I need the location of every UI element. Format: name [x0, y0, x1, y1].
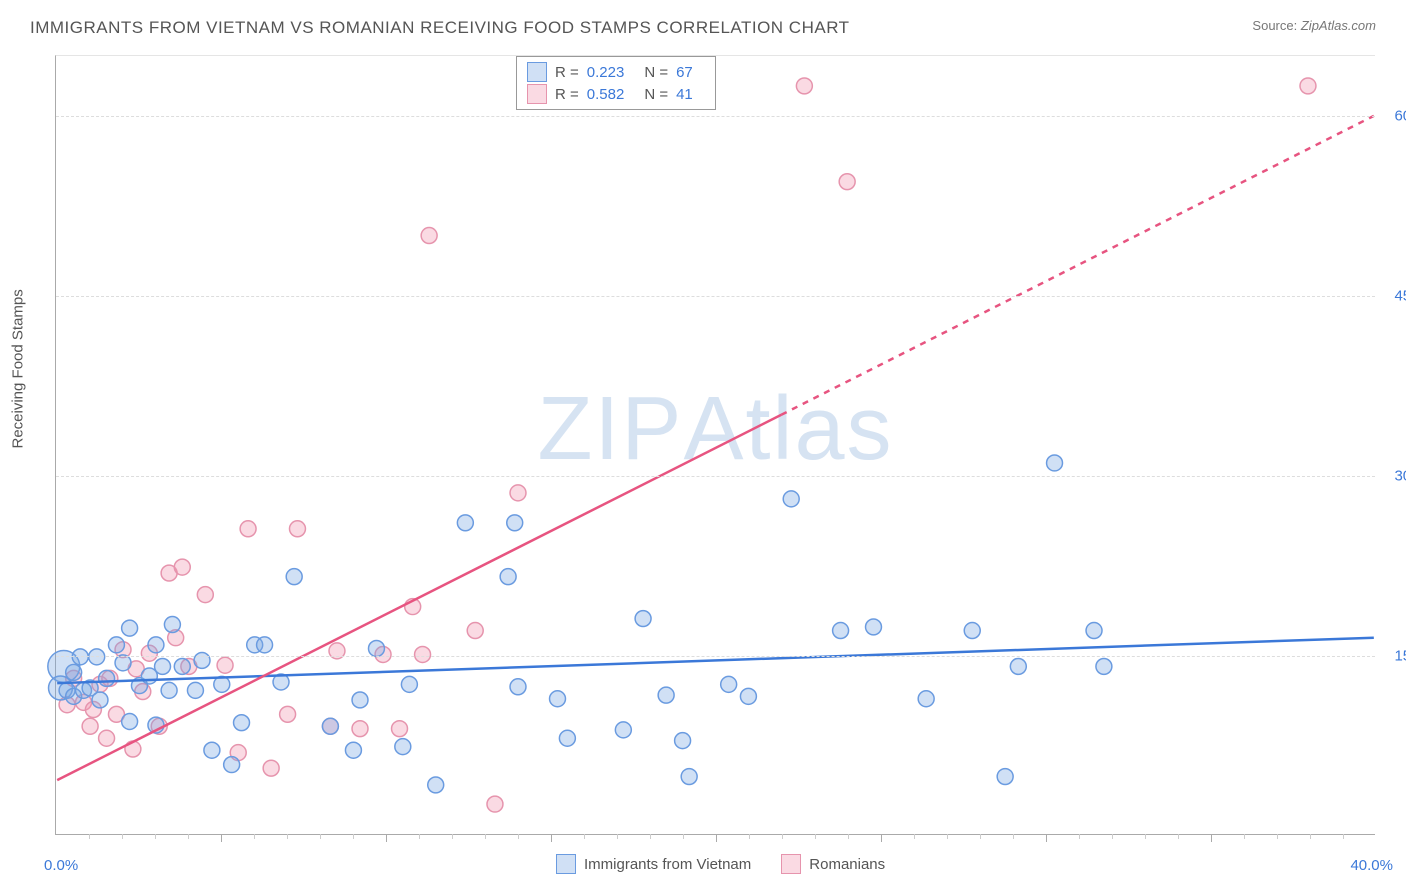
x-tick: [1046, 834, 1047, 842]
x-tick-minor: [1343, 834, 1344, 839]
x-tick-minor: [1013, 834, 1014, 839]
x-tick-minor: [1178, 834, 1179, 839]
legend-row-series-2: R = 0.582 N = 41: [527, 84, 705, 104]
chart-title: IMMIGRANTS FROM VIETNAM VS ROMANIAN RECE…: [30, 18, 850, 38]
x-tick-minor: [848, 834, 849, 839]
plot-area: ZIPAtlas R = 0.223 N = 67 R = 0.582 N = …: [55, 55, 1375, 835]
n-value-2: 41: [676, 86, 693, 103]
x-tick-minor: [1277, 834, 1278, 839]
legend-item-series-2: Romanians: [781, 854, 885, 874]
x-tick-minor: [947, 834, 948, 839]
n-value-1: 67: [676, 64, 693, 81]
chart-svg: [56, 56, 1375, 834]
r-label: R =: [555, 86, 579, 103]
x-tick-minor: [617, 834, 618, 839]
x-tick: [1211, 834, 1212, 842]
source-value: ZipAtlas.com: [1301, 18, 1376, 33]
series-legend: Immigrants from Vietnam Romanians: [556, 854, 885, 874]
gridline: [56, 656, 1375, 657]
x-tick: [551, 834, 552, 842]
x-tick-minor: [815, 834, 816, 839]
y-axis-label: Receiving Food Stamps: [10, 289, 27, 448]
x-tick-minor: [452, 834, 453, 839]
x-tick: [716, 834, 717, 842]
x-tick-minor: [1244, 834, 1245, 839]
source-attribution: Source: ZipAtlas.com: [1252, 18, 1376, 33]
y-tick-label: 30.0%: [1394, 468, 1406, 485]
n-label: N =: [644, 86, 668, 103]
x-tick-minor: [782, 834, 783, 839]
x-tick-minor: [155, 834, 156, 839]
x-tick: [881, 834, 882, 842]
r-label: R =: [555, 64, 579, 81]
legend-label-2: Romanians: [809, 856, 885, 873]
legend-label-1: Immigrants from Vietnam: [584, 856, 751, 873]
x-tick-minor: [320, 834, 321, 839]
x-tick-minor: [980, 834, 981, 839]
x-tick-minor: [584, 834, 585, 839]
x-tick-minor: [122, 834, 123, 839]
x-tick-minor: [419, 834, 420, 839]
swatch-series-2-bottom: [781, 854, 801, 874]
n-label: N =: [644, 64, 668, 81]
legend-row-series-1: R = 0.223 N = 67: [527, 62, 705, 82]
x-tick-minor: [485, 834, 486, 839]
r-value-1: 0.223: [587, 64, 625, 81]
r-value-2: 0.582: [587, 86, 625, 103]
x-tick-minor: [188, 834, 189, 839]
gridline: [56, 116, 1375, 117]
swatch-series-2: [527, 84, 547, 104]
correlation-legend: R = 0.223 N = 67 R = 0.582 N = 41: [516, 56, 716, 110]
x-tick-minor: [1145, 834, 1146, 839]
gridline: [56, 296, 1375, 297]
x-tick-minor: [914, 834, 915, 839]
x-tick-minor: [518, 834, 519, 839]
x-tick-minor: [287, 834, 288, 839]
x-tick: [221, 834, 222, 842]
x-tick-minor: [353, 834, 354, 839]
x-tick-minor: [650, 834, 651, 839]
y-tick-label: 60.0%: [1394, 108, 1406, 125]
swatch-series-1: [527, 62, 547, 82]
x-tick-minor: [1112, 834, 1113, 839]
x-tick-minor: [1079, 834, 1080, 839]
x-tick-minor: [683, 834, 684, 839]
y-tick-label: 15.0%: [1394, 648, 1406, 665]
x-min-label: 0.0%: [44, 857, 78, 874]
x-tick-minor: [89, 834, 90, 839]
x-max-label: 40.0%: [1350, 857, 1393, 874]
source-label: Source:: [1252, 18, 1297, 33]
legend-item-series-1: Immigrants from Vietnam: [556, 854, 751, 874]
y-tick-label: 45.0%: [1394, 288, 1406, 305]
x-tick-minor: [254, 834, 255, 839]
x-tick-minor: [749, 834, 750, 839]
x-tick: [386, 834, 387, 842]
swatch-series-1-bottom: [556, 854, 576, 874]
x-tick-minor: [1310, 834, 1311, 839]
gridline: [56, 476, 1375, 477]
